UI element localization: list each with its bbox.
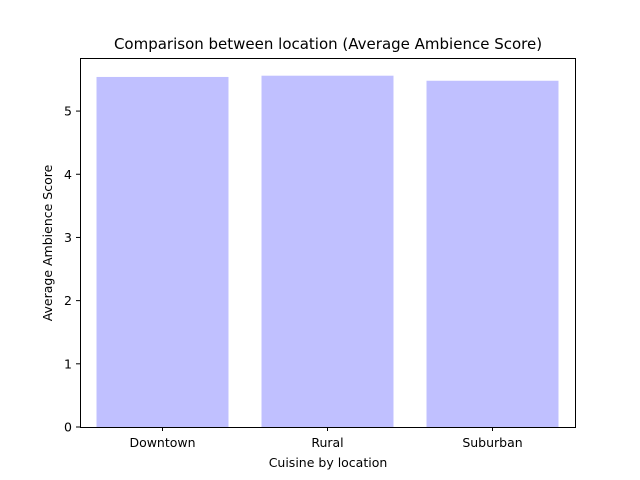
bar-rural (261, 75, 394, 428)
y-tick-label: 5 (64, 104, 72, 119)
y-tick-label: 0 (64, 420, 72, 435)
x-tick-label: Downtown (129, 435, 195, 450)
x-tick-label: Suburban (462, 435, 522, 450)
bar-suburban (426, 80, 559, 427)
y-axis-label: Average Ambience Score (40, 164, 55, 321)
y-tick-label: 2 (64, 293, 72, 308)
x-axis: Downtown Rural Suburban (129, 427, 523, 450)
y-axis: 0 1 2 3 4 5 (64, 104, 80, 435)
x-tick-label: Rural (311, 435, 343, 450)
bars-group (96, 75, 559, 428)
y-tick-label: 1 (64, 356, 72, 371)
x-axis-label: Cuisine by location (269, 455, 388, 470)
chart-title: Comparison between location (Average Amb… (114, 35, 542, 53)
y-tick-label: 3 (64, 230, 72, 245)
plot-frame (80, 58, 576, 428)
bar-downtown (96, 76, 229, 428)
y-tick-label: 4 (64, 167, 72, 182)
